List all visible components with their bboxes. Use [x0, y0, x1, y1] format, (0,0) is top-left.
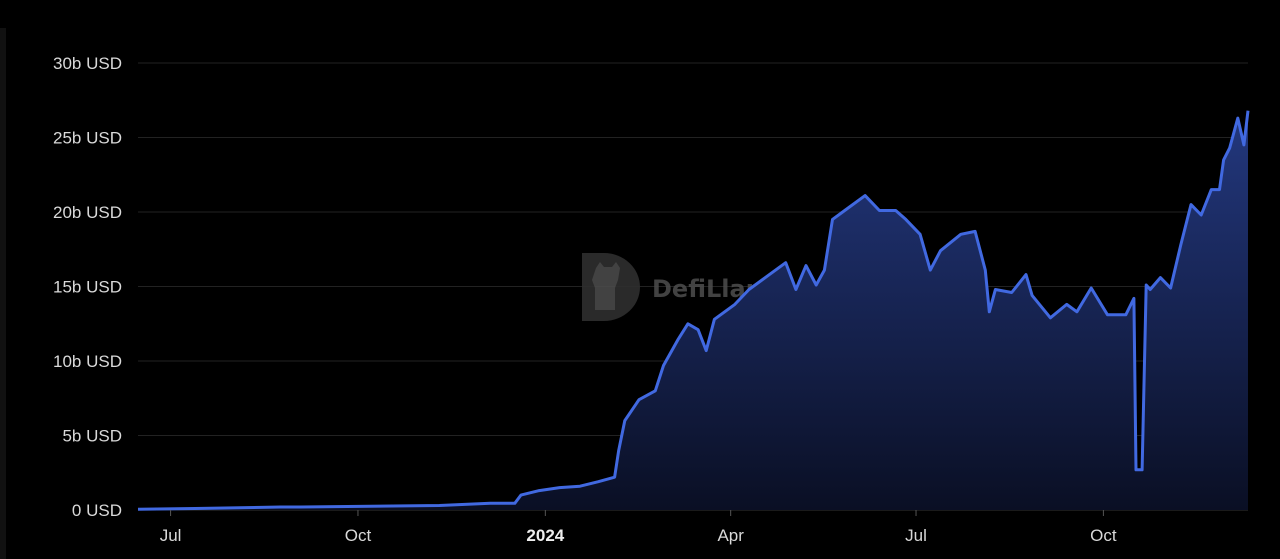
y-tick-label: 25b USD: [53, 129, 122, 148]
y-tick-label: 5b USD: [62, 427, 122, 446]
y-tick-label: 20b USD: [53, 203, 122, 222]
x-tick-label: Oct: [1090, 526, 1117, 545]
x-tick-label: 2024: [526, 526, 564, 545]
x-tick-label: Jul: [160, 526, 182, 545]
y-tick-label: 30b USD: [53, 54, 122, 73]
y-tick-label: 10b USD: [53, 352, 122, 371]
area-fill: [138, 110, 1248, 510]
series-line: [137, 110, 1250, 511]
x-tick-label: Jul: [905, 526, 927, 545]
x-tick-label: Apr: [717, 526, 744, 545]
x-tick-label: Oct: [345, 526, 372, 545]
panel-edge: [0, 28, 6, 559]
y-tick-label: 15b USD: [53, 278, 122, 297]
y-tick-label: 0 USD: [72, 501, 122, 520]
